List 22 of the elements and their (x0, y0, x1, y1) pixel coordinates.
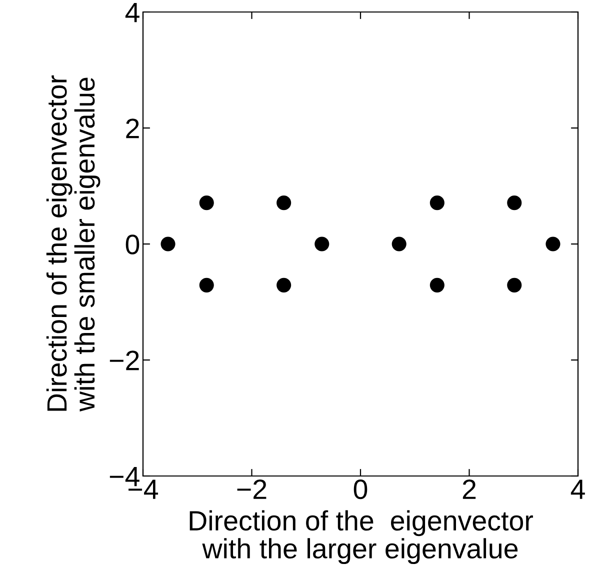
point (160, 236, 176, 252)
x-tick-label: 2 (462, 480, 476, 499)
point (507, 278, 522, 292)
point (546, 236, 560, 252)
point (430, 196, 444, 210)
point (199, 278, 214, 292)
point (430, 278, 444, 292)
point (507, 196, 522, 210)
y-tick-label: 0 (126, 234, 140, 254)
point (276, 196, 292, 210)
y-tick-label: 4 (125, 2, 140, 22)
y-tick-label: 2 (126, 118, 139, 138)
point (199, 196, 214, 210)
point (314, 236, 330, 252)
x-axis-title: Direction of the eigenvector with the larger eigenvalue (190, 510, 533, 564)
x-tick-label: −2 (237, 480, 266, 499)
point (276, 278, 292, 292)
y-tick-label: −2 (110, 350, 139, 370)
x-tick-label: 4 (570, 480, 585, 499)
x-tick-label: 0 (354, 480, 368, 500)
y-axis-title: Direction of the eigenvector with the smaller eigenvalue (46, 75, 100, 412)
point (392, 236, 406, 252)
